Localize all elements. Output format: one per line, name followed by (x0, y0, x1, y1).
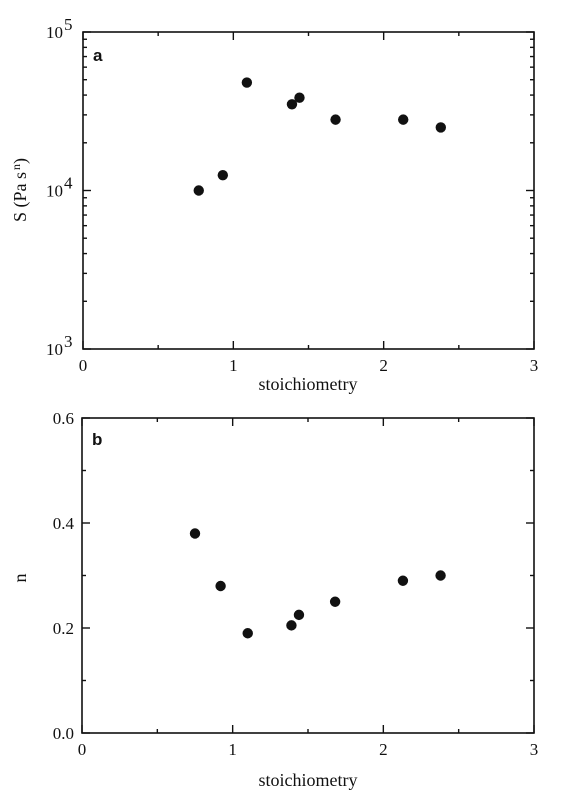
y-axis-label-a-text: S (Pa s (10, 172, 31, 222)
plot-frame-a (82, 31, 535, 350)
data-point-a (241, 77, 253, 88)
x-axis-label-b: stoichiometry (259, 770, 358, 790)
data-point-a (398, 114, 409, 125)
y-tick-label-a: 10 (46, 182, 63, 201)
y-tick-label-exp-a: 4 (64, 174, 73, 193)
data-point-a (435, 122, 446, 133)
x-tick-label-b: 1 (228, 740, 237, 759)
plot-frame-b (81, 417, 535, 734)
y-axis-label-a-sup: n (9, 164, 23, 170)
data-point-a (286, 99, 298, 110)
y-tick-label-b: 0.4 (53, 514, 75, 533)
data-point-b (397, 575, 409, 586)
y-tick-label-a: 10 (46, 340, 63, 359)
panel-b: b stoichiometry n 0 1 2 3 0.0 0.2 0.4 0.6 (10, 409, 538, 790)
x-tick-label-b: 2 (379, 740, 388, 759)
x-tick-label-b: 0 (78, 740, 87, 759)
y-tick-label-exp-a: 5 (64, 15, 73, 34)
data-point-a (217, 169, 229, 181)
data-point-a (193, 185, 204, 196)
ticks-b: 0 1 2 3 0.0 0.2 0.4 0.6 (53, 409, 539, 759)
data-point-b (286, 620, 297, 631)
x-tick-label-a: 0 (79, 356, 88, 375)
x-tick-label-a: 2 (379, 356, 388, 375)
data-point-a (330, 114, 341, 125)
data-point-a (294, 92, 305, 103)
points-b (189, 528, 446, 639)
y-axis-label-b: n (10, 574, 30, 583)
panel-label-b: b (92, 430, 102, 449)
data-point-b (242, 628, 253, 639)
data-point-b (215, 580, 226, 592)
data-point-b (329, 596, 341, 607)
data-point-b (435, 570, 446, 581)
x-axis-label-a: stoichiometry (259, 374, 358, 394)
y-tick-label-a: 10 (46, 23, 63, 42)
y-tick-label-b: 0.2 (53, 619, 74, 638)
y-tick-label-b: 0.6 (53, 409, 74, 428)
x-tick-label-a: 1 (229, 356, 238, 375)
y-axis-label-a: S (Pa s n) (9, 158, 31, 222)
x-tick-label-a: 3 (530, 356, 539, 375)
y-axis-label-a-close: ) (10, 158, 31, 164)
data-point-b (189, 528, 201, 539)
points-a (193, 77, 446, 196)
y-tick-label-exp-a: 3 (64, 332, 73, 351)
panel-label-a: a (93, 46, 103, 65)
x-tick-label-b: 3 (530, 740, 539, 759)
data-point-b (293, 609, 305, 621)
y-tick-label-b: 0.0 (53, 724, 74, 743)
